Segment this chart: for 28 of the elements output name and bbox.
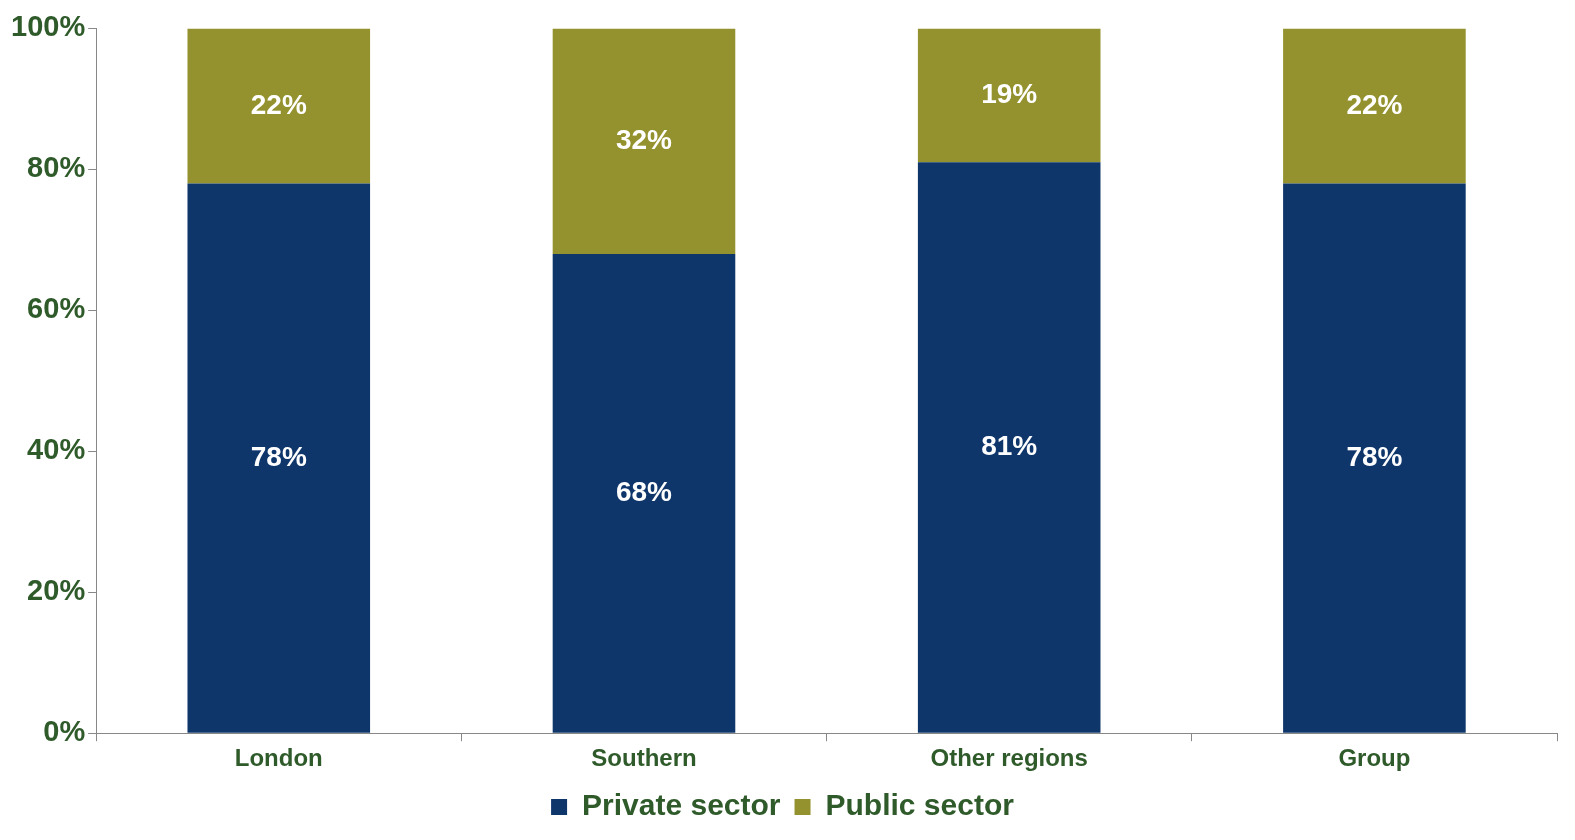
x-tick-label: London	[234, 744, 323, 772]
y-tick-label: 60%	[27, 292, 86, 325]
bar	[187, 183, 371, 733]
bar	[917, 162, 1101, 733]
data-label: 68%	[615, 476, 673, 508]
y-tick-label: 80%	[27, 151, 86, 184]
x-tick-label: Southern	[591, 744, 697, 772]
y-tick-label: 100%	[11, 10, 86, 43]
x-tick-label: Group	[1338, 744, 1411, 772]
data-label: 78%	[1346, 440, 1403, 472]
bar	[1283, 183, 1466, 733]
bar	[552, 28, 736, 254]
data-label: 78%	[250, 440, 307, 472]
data-label: 81%	[981, 430, 1038, 462]
data-label: 32%	[615, 123, 673, 155]
data-label: 19%	[981, 78, 1038, 110]
legend-label: Private sector	[582, 788, 781, 822]
data-label: 22%	[1346, 88, 1403, 120]
data-label: 22%	[250, 88, 307, 120]
bar	[1283, 28, 1466, 184]
y-tick-label: 0%	[43, 715, 86, 748]
y-tick-label: 20%	[27, 574, 86, 607]
bar	[187, 28, 371, 184]
y-tick-label: 40%	[27, 433, 86, 466]
bar	[917, 28, 1101, 163]
bar	[552, 253, 736, 733]
x-tick-label: Other regions	[930, 744, 1088, 772]
legend-label: Public sector	[825, 788, 1015, 822]
